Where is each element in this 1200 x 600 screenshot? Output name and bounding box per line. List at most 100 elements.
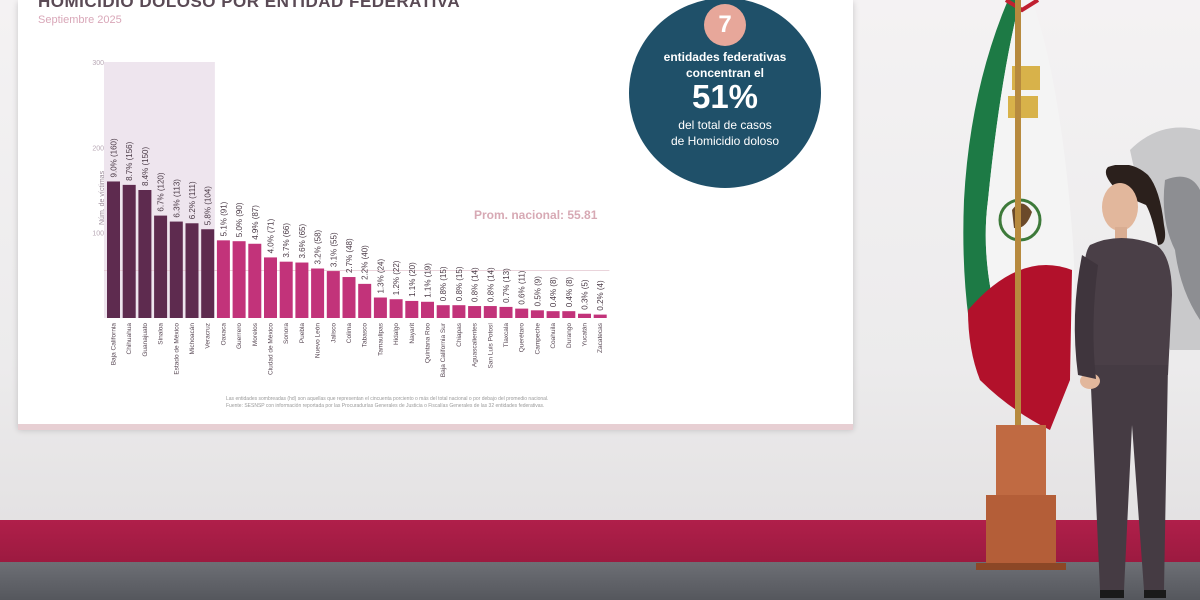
category-label: Nayarit <box>409 323 416 344</box>
highlight-line-4: de Homicidio doloso <box>670 134 780 148</box>
category-label: Veracruz <box>205 323 212 349</box>
category-label: Durango <box>566 323 573 348</box>
bar <box>264 257 277 318</box>
slide-title: HOMICIDIO DOLOSO POR ENTIDAD FEDERATIVA <box>38 0 461 11</box>
bar-value-label: 1.1% (19) <box>424 263 433 298</box>
bar <box>154 215 168 318</box>
bar-value-label: 0.8% (15) <box>439 266 448 301</box>
bar-value-label: 3.7% (66) <box>282 223 291 258</box>
flag-pole <box>1015 0 1021 430</box>
bar-value-label: 5.0% (90) <box>235 202 244 237</box>
slide-subtitle: Septiembre 2025 <box>38 14 122 26</box>
bar-value-label: 1.1% (20) <box>408 262 417 297</box>
bar-value-label: 8.4% (150) <box>141 147 150 186</box>
bar-value-label: 0.4% (8) <box>549 277 558 308</box>
category-label: Yucatán <box>582 323 589 347</box>
bar-value-label: 0.8% (14) <box>471 267 480 302</box>
category-label: Tlaxcala <box>503 323 510 348</box>
national-average-label: Prom. nacional: 55.81 <box>474 208 598 222</box>
bar <box>248 243 262 318</box>
bar <box>326 271 340 318</box>
bar-value-label: 6.3% (113) <box>172 179 181 218</box>
bar-value-label: 0.6% (11) <box>518 270 527 304</box>
category-label: Guerrero <box>236 323 243 349</box>
category-label: Ciudad de México <box>268 323 275 375</box>
bar-value-label: 5.8% (104) <box>204 186 213 225</box>
footnote-2: Fuente: SESNSP con información reportada… <box>226 403 545 409</box>
category-label: Aguascalientes <box>472 322 479 367</box>
bar-value-label: 6.7% (120) <box>157 172 166 211</box>
bar <box>122 184 136 318</box>
bar-value-label: 8.7% (156) <box>125 141 134 180</box>
bar-value-label: 2.7% (48) <box>345 238 354 273</box>
bar <box>578 313 591 318</box>
bar <box>546 311 560 318</box>
footnote-1: Las entidades sombreadas (hd) son aquell… <box>226 396 549 402</box>
bar <box>216 240 230 318</box>
category-label: Querétaro <box>519 323 526 353</box>
bar-value-label: 0.8% (14) <box>486 267 495 302</box>
bar-value-label: 9.0% (160) <box>110 138 119 177</box>
highlight-line-3: del total de casos <box>678 118 772 132</box>
bar <box>201 229 215 318</box>
bar <box>185 223 199 318</box>
bar <box>468 306 482 318</box>
bar-value-label: 0.8% (15) <box>455 266 464 301</box>
bar <box>436 305 450 318</box>
category-label: Puebla <box>299 323 306 344</box>
bar-value-label: 0.2% (4) <box>596 280 605 311</box>
y-tick-label: 200 <box>92 145 104 152</box>
bar <box>373 297 387 318</box>
bar <box>169 221 183 318</box>
bar-value-label: 2.2% (40) <box>361 245 370 280</box>
bar <box>232 241 246 318</box>
category-label: Zacatecas <box>597 322 604 353</box>
bar-value-label: 0.7% (13) <box>502 268 511 303</box>
bar <box>562 311 576 318</box>
highlight-line-1: entidades federativas <box>663 50 787 64</box>
bar <box>389 299 403 318</box>
highlight-circle: 7 entidades federativas concentran el 51… <box>629 0 821 188</box>
flag-stand <box>976 425 1066 570</box>
screen-edge <box>18 424 853 430</box>
y-axis-label: Núm. de víctimas <box>99 170 106 225</box>
bar-value-label: 1.3% (24) <box>376 259 385 294</box>
bar <box>530 310 544 318</box>
bar-value-label: 0.4% (8) <box>565 277 574 308</box>
bar-value-label: 1.2% (22) <box>392 260 401 295</box>
category-label: Jalisco <box>330 323 337 343</box>
category-label: Estado de México <box>173 323 180 375</box>
bar-value-label: 0.5% (9) <box>533 276 542 307</box>
bar <box>499 306 513 318</box>
highlight-count-badge: 7 <box>704 4 746 46</box>
bar <box>483 306 497 318</box>
highlight-percent: 51% <box>691 78 759 115</box>
category-label: Baja California <box>111 323 118 366</box>
speaker-person <box>1074 165 1172 598</box>
bar-value-label: 6.2% (111) <box>188 181 197 219</box>
category-label: Morelos <box>252 322 259 346</box>
category-label: Sonora <box>283 323 290 344</box>
category-label: Colima <box>346 323 353 344</box>
category-label: Tabasco <box>362 323 369 348</box>
bar <box>138 190 152 318</box>
bar <box>515 308 529 318</box>
bar-value-label: 3.1% (55) <box>329 232 338 267</box>
category-label: Campeche <box>534 323 541 355</box>
y-tick-label: 100 <box>92 231 104 238</box>
category-label: Coahuila <box>550 323 557 349</box>
bar-value-label: 4.9% (87) <box>251 205 260 240</box>
bar <box>405 300 419 318</box>
bar <box>311 268 325 318</box>
bar <box>295 262 309 318</box>
bar <box>279 261 293 318</box>
bar <box>342 277 356 318</box>
category-label: Sinaloa <box>158 323 165 345</box>
category-label: San Luis Potosí <box>487 323 494 369</box>
category-label: Chiapas <box>456 322 463 347</box>
y-tick-label: 300 <box>92 60 104 67</box>
bar <box>593 314 607 318</box>
bar <box>358 283 372 318</box>
category-label: Hidalgo <box>393 323 400 345</box>
